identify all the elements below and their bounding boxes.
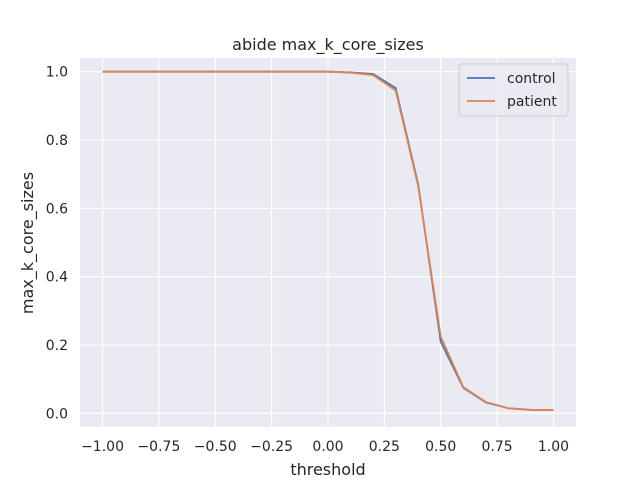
y-tick-label: 1.0 xyxy=(46,65,68,81)
x-tick-label: −1.00 xyxy=(81,439,124,455)
y-axis-label: max_k_core_sizes xyxy=(18,172,38,314)
legend-label: patient xyxy=(507,94,557,110)
x-tick-label: 0.50 xyxy=(425,439,456,455)
y-tick-label: 0.8 xyxy=(46,133,68,149)
x-tick-label: −0.75 xyxy=(137,439,180,455)
y-tick-label: 0.6 xyxy=(46,201,68,217)
legend: control patient xyxy=(458,63,569,117)
x-tick-label: 1.00 xyxy=(538,439,569,455)
y-tick-label: 0.0 xyxy=(46,406,68,422)
y-tick-label: 0.4 xyxy=(46,270,68,286)
y-tick-label: 0.2 xyxy=(46,338,68,354)
x-tick-label: −0.50 xyxy=(194,439,237,455)
x-tick-label: −0.25 xyxy=(250,439,293,455)
series-line-patient xyxy=(102,70,554,411)
x-tick-label: 0.75 xyxy=(482,439,513,455)
chart-title: abide max_k_core_sizes xyxy=(232,35,424,55)
legend-label: control xyxy=(507,71,556,87)
legend-box xyxy=(458,63,569,117)
x-tick-label: 0.00 xyxy=(312,439,343,455)
series-lines xyxy=(102,70,554,411)
y-axis-ticks: 0.0 0.2 0.4 0.6 0.8 1.0 xyxy=(46,65,68,423)
x-axis-label: threshold xyxy=(290,460,365,479)
x-tick-label: 0.25 xyxy=(369,439,400,455)
x-axis-ticks: −1.00 −0.75 −0.50 −0.25 0.00 0.25 0.50 0.75 1.00 xyxy=(81,439,569,455)
